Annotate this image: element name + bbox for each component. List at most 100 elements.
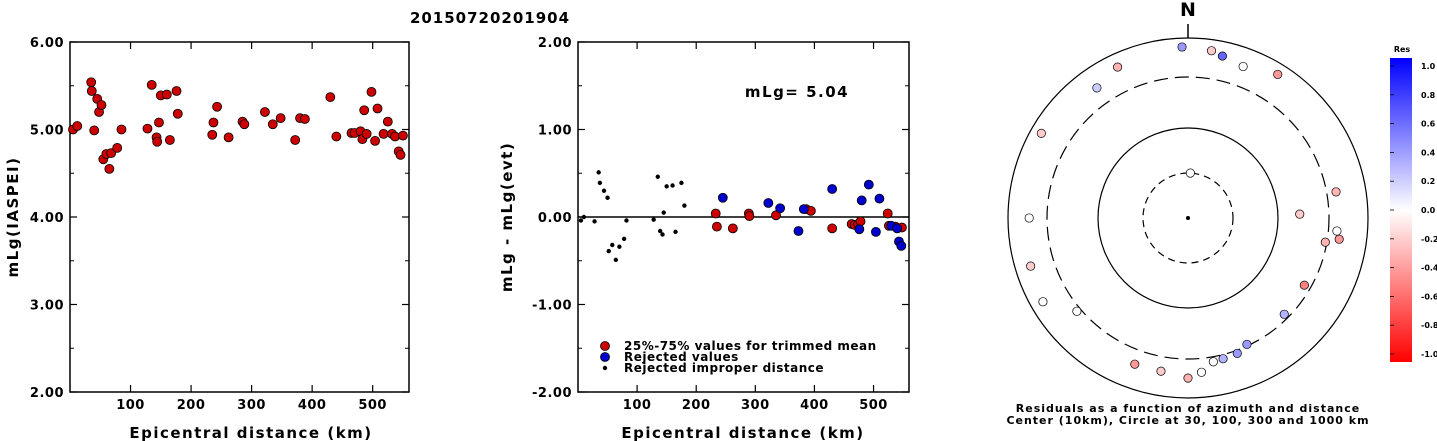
data-point-trimmed [710, 208, 721, 219]
y-tick-label: -2.00 [532, 386, 572, 401]
data-point-trimmed [96, 100, 107, 110]
colorbar-title: Res [1394, 45, 1411, 54]
x-tick-label: 200 [177, 398, 206, 413]
data-point-trimmed [331, 131, 342, 142]
y-tick-label: 4.00 [30, 211, 64, 226]
y-axis-label: mLg - mLg(evt) [498, 142, 516, 292]
data-point-rejected [856, 195, 867, 206]
x-tick-label: 300 [237, 398, 266, 413]
station-residual-point [1092, 83, 1102, 93]
colorbar-tick-label: 0.6 [1421, 120, 1436, 129]
station-residual-point [1036, 128, 1046, 138]
data-point-trimmed [86, 86, 97, 96]
legend-marker-trimmed [600, 341, 610, 351]
data-point-rejected [871, 226, 881, 237]
station-residual-point [1185, 168, 1195, 178]
station-residual-point [1242, 339, 1252, 349]
y-tick-label: 2.00 [538, 36, 572, 51]
data-point-trimmed [275, 113, 286, 124]
x-tick-label: 100 [116, 398, 145, 413]
residual-colorbar: Res 1.0 0.8 0.6 0.4 0.2 0.0 -0.2 -0.4 -0.6 -0.8 -1… [1390, 45, 1437, 362]
data-point-trimmed [112, 142, 123, 153]
data-point-improper [578, 218, 584, 223]
data-point-trimmed [146, 79, 157, 90]
data-point-improper [657, 228, 663, 234]
legend-label-improper: Rejected improper distance [624, 361, 824, 375]
data-point-improper [605, 195, 610, 200]
data-point-rejected [798, 204, 809, 215]
y-tick-label: 0.00 [538, 211, 572, 226]
colorbar-tick-label: -0.8 [1421, 321, 1437, 330]
station-residual-point [1273, 69, 1283, 79]
y-tick-label: 3.00 [30, 299, 64, 314]
data-point-trimmed [172, 108, 183, 119]
y-tick-label: 6.00 [30, 36, 64, 51]
station-residual-point [1024, 213, 1034, 223]
data-point-trimmed [260, 107, 270, 117]
data-point-improper [606, 248, 611, 254]
station-residual-point [1218, 354, 1228, 364]
center-marker [1186, 216, 1190, 220]
x-tick-label: 200 [682, 398, 711, 413]
station-residual-point [1279, 309, 1289, 319]
data-point-rejected [717, 192, 728, 203]
data-point-trimmed [208, 117, 219, 128]
magnitude-vs-distance-chart: 100 200 300 400 500 2.00 3.00 4.00 5.00 6.00 Epic… [4, 36, 410, 441]
data-point-improper [661, 210, 666, 215]
legend-label-rejected: Rejected values [624, 350, 739, 364]
data-point-rejected [874, 193, 885, 204]
x-axis-label: Epicentral distance (km) [621, 424, 864, 441]
station-residual-point [1072, 306, 1082, 316]
station-residual-point [1177, 42, 1187, 52]
data-point-trimmed [370, 135, 381, 146]
figure-title: 20150720201904 [410, 9, 570, 27]
data-point-improper [651, 217, 656, 222]
data-point-trimmed [378, 128, 389, 139]
station-residual-point [1208, 357, 1218, 367]
y-tick-label: -1.00 [532, 299, 572, 314]
magnitude-annotation: mLg= 5.04 [745, 83, 849, 101]
x-tick-label: 500 [859, 398, 888, 413]
distance-ring-30 [1142, 172, 1234, 264]
legend-marker-rejected [600, 352, 610, 362]
y-axis-label: mLg(IASPEI) [4, 157, 22, 278]
data-point-trimmed [366, 86, 377, 97]
station-residual-point [1320, 237, 1330, 247]
data-point-rejected [896, 240, 907, 251]
legend-label-trimmed: 25%-75% values for trimmed mean [624, 339, 877, 353]
data-point-trimmed [359, 105, 370, 116]
data-point-trimmed [744, 211, 755, 222]
data-point-improper [673, 229, 678, 235]
station-residual-point [1238, 61, 1248, 72]
data-point-trimmed [142, 123, 153, 134]
x-tick-label: 300 [741, 398, 770, 413]
station-residual-point [1232, 348, 1242, 358]
data-point-trimmed [239, 119, 250, 130]
colorbar-tick-label: -0.2 [1421, 235, 1437, 244]
station-residual-point [1113, 62, 1123, 72]
data-point-trimmed [164, 135, 175, 145]
data-point-improper [664, 184, 669, 189]
data-point-trimmed [827, 223, 838, 234]
data-point-trimmed [171, 86, 182, 96]
data-point-trimmed [395, 149, 406, 160]
data-point-trimmed [154, 117, 164, 128]
colorbar-tick-label: 0.2 [1421, 177, 1435, 186]
map-caption-line1: Residuals as a function of azimuth and d… [1016, 402, 1360, 415]
data-point-trimmed [89, 125, 100, 136]
distance-ring-100 [1097, 127, 1279, 309]
data-point-trimmed [299, 114, 310, 124]
x-tick-label: 400 [800, 398, 829, 413]
data-point-improper [596, 170, 601, 175]
data-point-trimmed [727, 223, 738, 234]
data-point-trimmed [116, 124, 127, 135]
data-point-trimmed [86, 77, 97, 88]
colorbar-tick-label: 0.0 [1421, 206, 1436, 215]
legend-marker-improper [602, 365, 608, 371]
station-residual-point [1156, 366, 1166, 376]
data-point-rejected [892, 223, 903, 234]
colorbar-ramp [1390, 58, 1412, 362]
station-residual-point [1183, 373, 1193, 383]
data-point-trimmed [398, 130, 408, 141]
data-point-improper [621, 236, 627, 242]
